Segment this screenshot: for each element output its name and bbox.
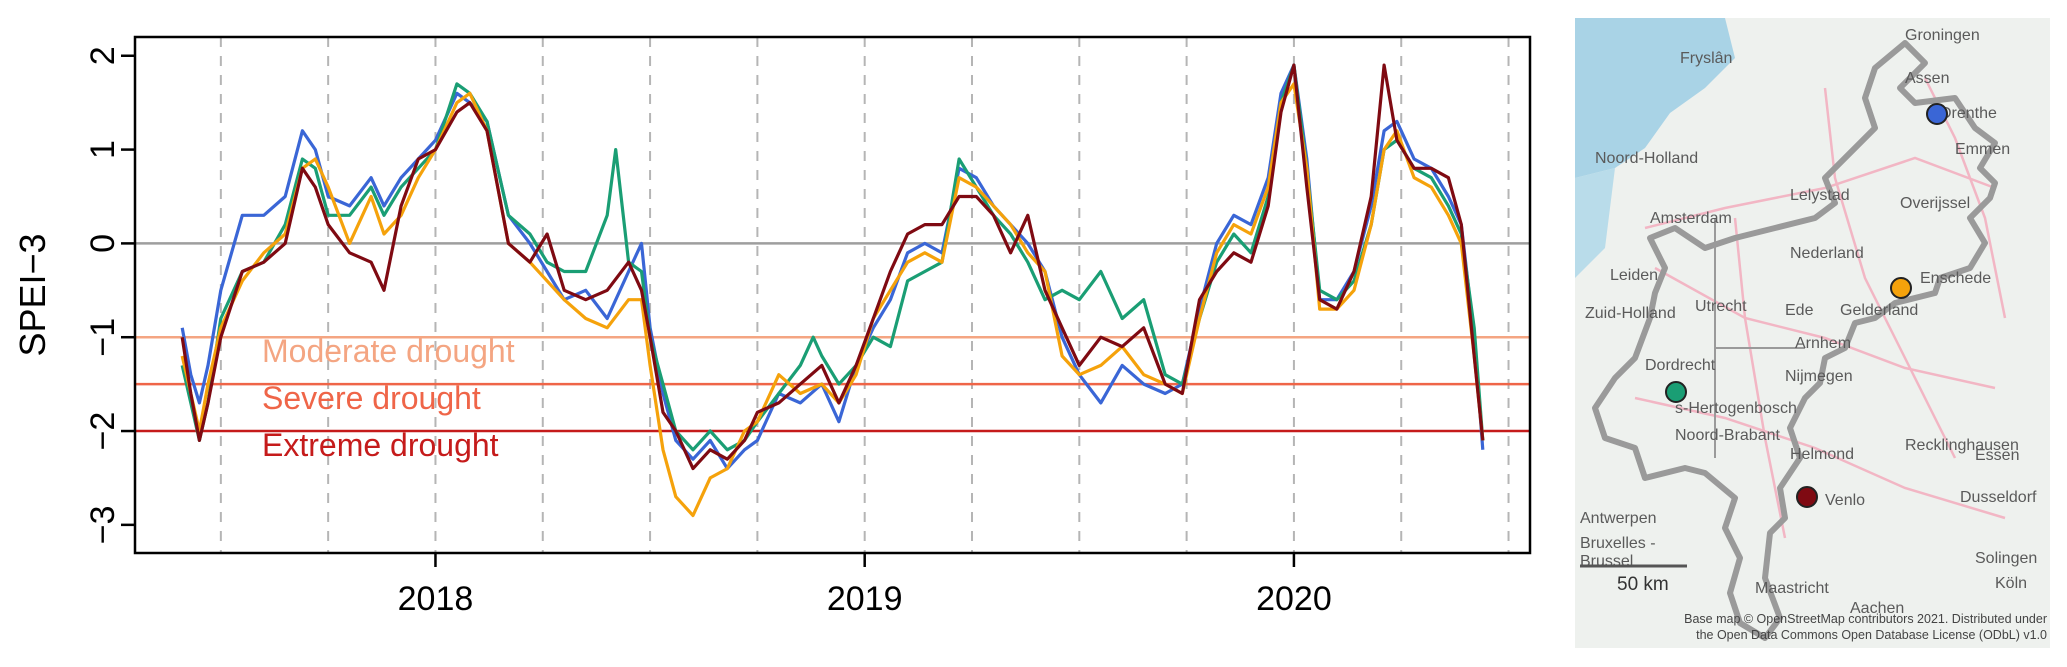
- ijsselmeer-water: [1575, 18, 1735, 178]
- map-place-label-5: Noord-Holland: [1595, 150, 1698, 167]
- station-marker-green: [1665, 381, 1687, 403]
- y-tick-label-5: 2: [84, 46, 122, 65]
- map-place-label-19: s-Hertogenbosch: [1675, 400, 1797, 417]
- map-place-label-8: Amsterdam: [1650, 210, 1732, 227]
- map-place-label-16: Arnhem: [1795, 335, 1851, 352]
- map-place-label-25: Dusseldorf: [1960, 489, 2037, 506]
- attribution-line-1: Base map © OpenStreetMap contributors 20…: [1684, 612, 2047, 626]
- y-tick-label-2: −1: [84, 318, 122, 357]
- map-place-label-22: Helmond: [1790, 446, 1854, 463]
- series-line-3: [180, 63, 1485, 471]
- plot-frame: [133, 35, 1532, 555]
- map-place-label-2: Assen: [1905, 70, 1949, 87]
- map-place-label-32: Aachen: [1850, 600, 1904, 617]
- map-place-label-10: Enschede: [1920, 270, 1991, 287]
- x-tick-label-0: 2018: [398, 580, 474, 618]
- drought-label-3: Extreme drought: [262, 427, 499, 463]
- drought-label-2: Severe drought: [262, 380, 481, 416]
- map-place-label-0: Fryslân: [1680, 50, 1732, 67]
- y-tick-label-0: −3: [84, 505, 122, 544]
- map-place-label-30: Köln: [1995, 575, 2027, 592]
- drought-threshold-lines: [135, 242, 1530, 433]
- north-sea-water: [1575, 168, 1615, 278]
- y-tick-label-3: 0: [84, 234, 122, 253]
- spei-series: [180, 63, 1485, 518]
- map-place-label-9: Nederland: [1790, 245, 1864, 262]
- station-marker-blue: [1926, 103, 1948, 125]
- map-place-label-1: Groningen: [1905, 27, 1980, 44]
- map-place-label-14: Gelderland: [1840, 302, 1918, 319]
- y-tick-label-4: 1: [84, 140, 122, 159]
- map-place-label-31: Maastricht: [1755, 580, 1829, 597]
- station-marker-darkred: [1796, 486, 1818, 508]
- map-place-label-12: Utrecht: [1695, 298, 1747, 315]
- map-place-label-26: Antwerpen: [1580, 510, 1657, 527]
- map-place-label-7: Overijssel: [1900, 195, 1970, 212]
- x-axis: 2018 2019 2020: [398, 553, 1332, 618]
- y-tick-label-1: −2: [84, 412, 122, 451]
- drought-labels: Moderate drought Severe drought Extreme dr…: [262, 333, 515, 463]
- scale-bar-label: 50 km: [1617, 574, 1669, 595]
- station-marker-orange: [1890, 277, 1912, 299]
- y-axis-label: SPEI−3: [12, 233, 53, 356]
- map-place-label-6: Lelystad: [1790, 187, 1850, 204]
- drought-label-1: Moderate drought: [262, 333, 515, 369]
- spei-line-chart: −3 −2 −1 0 1 2 2018 2019 2020 SPEI−3 Moderate d…: [12, 35, 1532, 618]
- map-place-label-3: Drenthe: [1940, 105, 1997, 122]
- map-place-label-23: Essen: [1975, 447, 2019, 464]
- y-axis: −3 −2 −1 0 1 2: [84, 46, 135, 544]
- map-place-label-11: Leiden: [1610, 267, 1658, 284]
- x-tick-label-1: 2019: [827, 580, 903, 618]
- map-place-label-15: Zuid-Holland: [1585, 305, 1676, 322]
- map-place-label-4: Emmen: [1955, 141, 2010, 158]
- map-place-label-20: Noord-Brabant: [1675, 427, 1781, 444]
- station-location-map: Fryslân Groningen Assen Drenthe Emmen Noord-H…: [1575, 18, 2050, 648]
- map-place-label-24: Venlo: [1825, 492, 1865, 509]
- map-place-label-18: Nijmegen: [1785, 368, 1853, 385]
- attribution-line-2: the Open Data Commons Open Database Lice…: [1696, 628, 2047, 642]
- place-labels: Fryslân Groningen Assen Drenthe Emmen Noord-H…: [1580, 27, 2037, 617]
- map-place-label-21: Recklinghausen: [1905, 437, 2019, 454]
- map-place-label-13: Ede: [1785, 302, 1814, 319]
- map-place-label-27: Bruxelles -: [1580, 535, 1656, 552]
- map-place-label-17: Dordrecht: [1645, 357, 1716, 374]
- x-tick-label-2: 2020: [1256, 580, 1332, 618]
- quarterly-gridlines: [219, 37, 1510, 553]
- map-place-label-29: Solingen: [1975, 550, 2037, 567]
